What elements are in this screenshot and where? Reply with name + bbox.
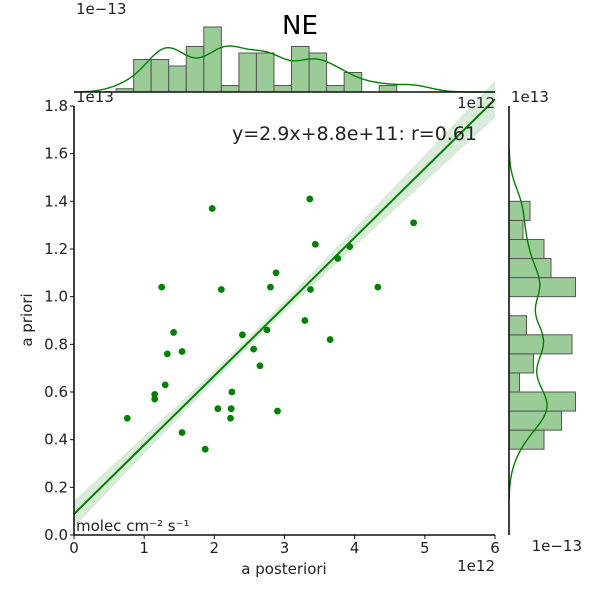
right-hist-bar [508,391,576,412]
main-x-offset: 1e12 [457,94,495,112]
scatter-point [217,286,225,293]
scatter-point [151,390,159,398]
units-label: molec cm⁻² s⁻¹ [76,517,190,535]
scatter-point [250,345,258,353]
right-hist-bar [508,277,576,298]
top-hist-bar [273,85,293,93]
scatter-point [228,388,236,396]
scatter-point [239,331,246,339]
scatter-point [123,414,131,422]
y-tick-label: 0.4 [44,431,68,449]
y-tick-label: 1.0 [44,288,68,306]
scatter-point [158,283,166,291]
main-scatter-axes: 0 1 2 3 4 5 6 0.0 0.2 0.4 0.6 0.8 1.0 1.2 1.4 1.6 1.8 [44,80,500,557]
scatter-point [178,348,186,355]
top-hist-bar [326,85,345,93]
y-tick-label: 1.8 [44,97,68,115]
x-tick-label: 0 [69,539,79,557]
scatter-point [208,205,216,212]
top-hist-bar [238,52,257,93]
scatter-point [274,407,281,415]
scatter-point [227,405,235,413]
top-hist-bar [150,59,170,93]
right-kde-curve [508,148,548,500]
right-hist-top-offset: 1e13 [511,88,549,106]
right-hist-bar [508,372,520,393]
right-marginal-histogram [508,106,576,535]
scatter-point [256,362,264,370]
x-axis-label: a posteriori [241,560,326,578]
right-hist-bar [508,200,531,221]
right-hist-bar [508,258,552,279]
scatter-point [307,286,314,293]
scatter-point [163,350,171,358]
scatter-point [267,283,274,291]
scatter-point [272,269,280,277]
top-hist-bar [168,65,187,93]
scatter-point [170,329,178,336]
scatter-point [227,414,234,422]
scatter-point [151,395,159,403]
top-kde-curve [74,45,495,93]
y-tick-label: 0.8 [44,335,68,353]
y-tick-label: 0.0 [44,526,68,544]
chart-title: NE [282,11,318,41]
scatter-point [326,336,334,343]
scatter-point [374,283,382,291]
scatter-point [334,255,342,262]
right-hist-bar [508,219,524,240]
main-y-offset: 1e13 [76,88,114,106]
scatter-point [263,326,271,334]
scatter-point [311,240,319,248]
right-hist-bar [508,353,534,374]
x-tick-label: 3 [280,539,290,557]
top-hist-bar [378,85,398,93]
right-hist-bar [508,315,527,336]
x-tick-label: 4 [350,539,360,557]
x-tick-label: 1 [139,539,149,557]
scatter-point [201,445,209,453]
scatter-point [161,381,169,389]
top-hist-bar [220,85,240,93]
y-tick-label: 0.2 [44,478,68,496]
scatter-point [346,243,354,251]
x-tick-label: 2 [210,539,220,557]
top-hist-bar [291,46,310,93]
top-marginal-histogram [74,26,495,93]
y-tick-label: 1.4 [44,192,68,210]
scatter-point [306,195,314,203]
scatter-point [410,219,418,227]
top-hist-bar [203,26,222,93]
right-hist-bottom-offset: 1e−13 [532,537,582,555]
scatter-point [214,405,222,413]
right-hist-bar [508,410,562,431]
scatter-point [301,317,309,324]
x-tick-label: 6 [490,539,500,557]
y-axis-label: a priori [18,293,36,346]
y-tick-label: 1.6 [44,145,68,163]
regression-annotation: y=2.9x+8.8e+11: r=0.61 [232,123,477,145]
regression-line [73,98,496,515]
top-hist-bar [255,52,275,93]
top-hist-bar [185,46,205,93]
right-hist-bar [508,334,573,355]
x-tick-label: 5 [420,539,430,557]
scatter-point [178,429,186,436]
y-tick-label: 0.6 [44,383,68,401]
y-tick-label: 1.2 [44,240,68,258]
top-hist-offset: 1e−13 [76,0,126,18]
top-hist-bar [133,59,152,93]
right-hist-bar [508,238,545,260]
bottom-x-offset: 1e12 [457,557,495,575]
regression-confidence-band [74,80,495,528]
